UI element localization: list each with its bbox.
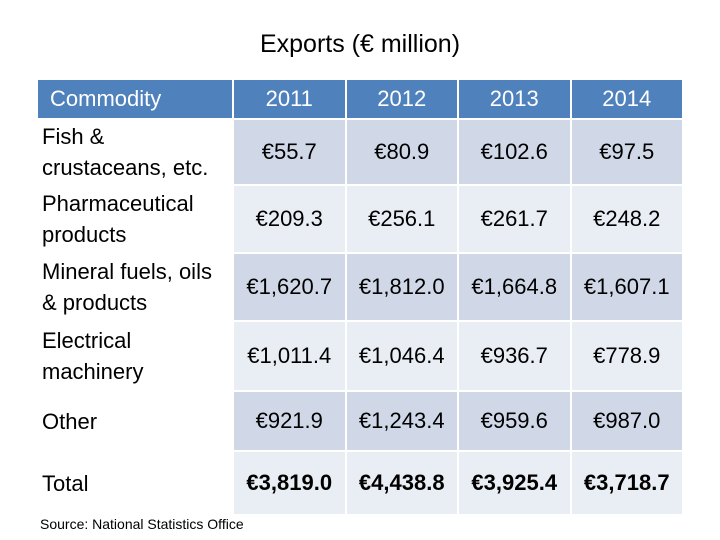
row-label: Pharmaceutical products xyxy=(36,184,234,254)
table-row: Fish & crustaceans, etc. €55.7 €80.9 €10… xyxy=(36,118,684,186)
table-row: Other €921.9 €1,243.4 €959.6 €987.0 xyxy=(36,390,684,452)
exports-table: Commodity 2011 2012 2013 2014 Fish & cru… xyxy=(36,78,684,516)
row-label: Mineral fuels, oils & products xyxy=(36,252,234,322)
header-2011: 2011 xyxy=(232,78,347,120)
cell-value: €102.6 xyxy=(457,118,572,186)
cell-value: €1,046.4 xyxy=(344,320,459,392)
header-2013: 2013 xyxy=(457,78,572,120)
row-label: Electrical machinery xyxy=(36,320,234,392)
table-row: Pharmaceutical products €209.3 €256.1 €2… xyxy=(36,184,684,254)
cell-value: €55.7 xyxy=(232,118,347,186)
cell-value: €1,664.8 xyxy=(457,252,572,322)
header-row: Commodity 2011 2012 2013 2014 xyxy=(36,78,684,120)
cell-value: €256.1 xyxy=(344,184,459,254)
header-2014: 2014 xyxy=(569,78,684,120)
cell-value: €778.9 xyxy=(569,320,684,392)
cell-value: €936.7 xyxy=(457,320,572,392)
table-row: Mineral fuels, oils & products €1,620.7 … xyxy=(36,252,684,322)
cell-value: €1,011.4 xyxy=(232,320,347,392)
header-commodity: Commodity xyxy=(36,78,234,120)
cell-value: €80.9 xyxy=(344,118,459,186)
row-label: Total xyxy=(36,450,234,516)
cell-value: €97.5 xyxy=(569,118,684,186)
cell-value: €3,925.4 xyxy=(457,450,572,516)
cell-value: €959.6 xyxy=(457,390,572,452)
cell-value: €921.9 xyxy=(232,390,347,452)
cell-value: €1,812.0 xyxy=(344,252,459,322)
cell-value: €1,620.7 xyxy=(232,252,347,322)
cell-value: €1,243.4 xyxy=(344,390,459,452)
page-title: Exports (€ million) xyxy=(259,30,461,58)
total-row: Total €3,819.0 €4,438.8 €3,925.4 €3,718.… xyxy=(36,450,684,516)
cell-value: €261.7 xyxy=(457,184,572,254)
source-note: Source: National Statistics Office xyxy=(40,516,244,532)
cell-value: €3,718.7 xyxy=(569,450,684,516)
cell-value: €209.3 xyxy=(232,184,347,254)
table-row: Electrical machinery €1,011.4 €1,046.4 €… xyxy=(36,320,684,392)
row-label: Fish & crustaceans, etc. xyxy=(36,118,234,186)
cell-value: €4,438.8 xyxy=(344,450,459,516)
cell-value: €3,819.0 xyxy=(232,450,347,516)
header-2012: 2012 xyxy=(344,78,459,120)
row-label: Other xyxy=(36,390,234,452)
cell-value: €1,607.1 xyxy=(569,252,684,322)
cell-value: €987.0 xyxy=(569,390,684,452)
cell-value: €248.2 xyxy=(569,184,684,254)
